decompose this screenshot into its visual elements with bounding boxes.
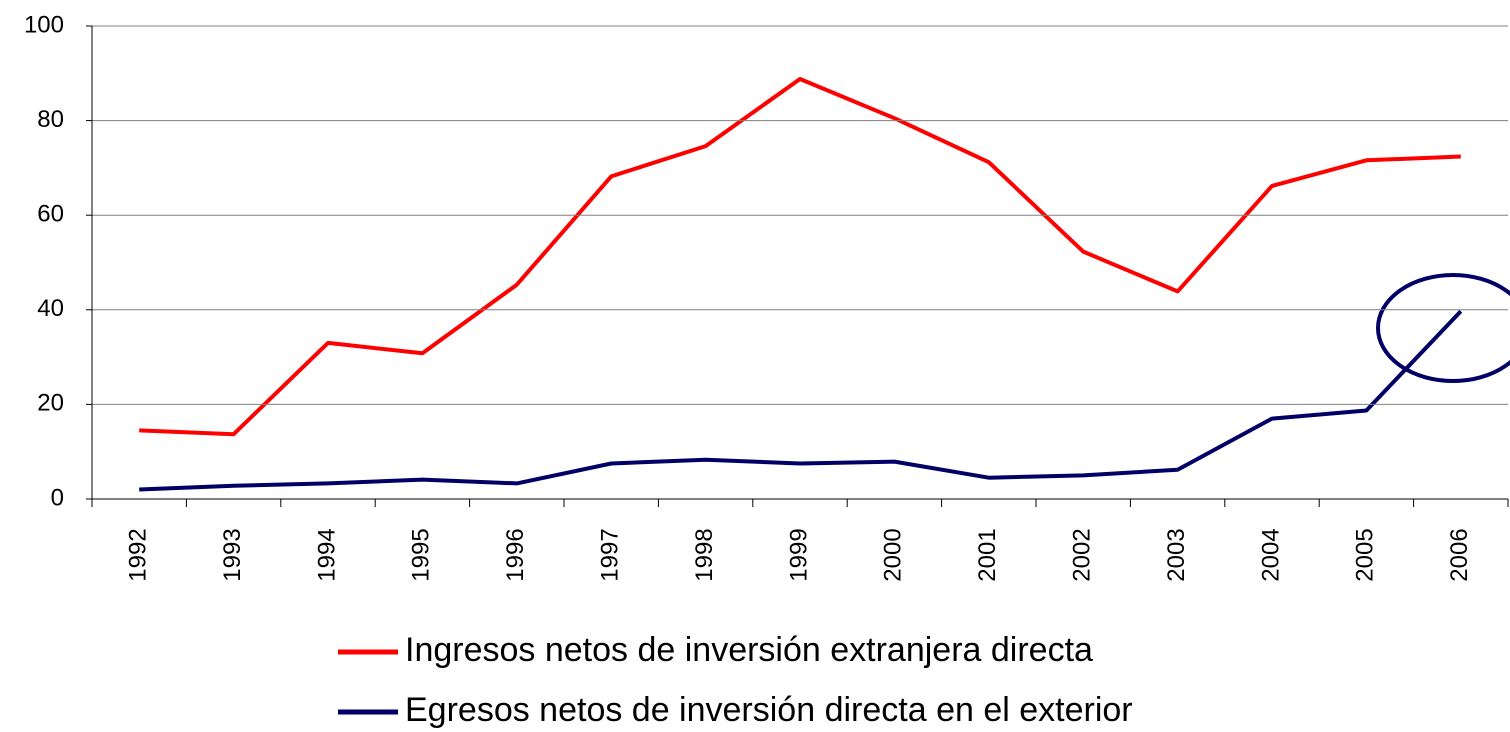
y-tick-label: 80 — [37, 106, 64, 133]
x-tick-label: 2002 — [1069, 528, 1096, 581]
x-tick-label: 1994 — [313, 528, 340, 581]
y-tick-label: 100 — [24, 11, 64, 38]
x-tick-label: 2006 — [1446, 528, 1473, 581]
x-tick-label: 1992 — [125, 528, 152, 581]
legend-label: Ingresos netos de inversión extranjera d… — [405, 631, 1093, 669]
y-tick-label: 20 — [37, 390, 64, 417]
highlight-ellipse — [1376, 273, 1510, 383]
y-tick-label: 60 — [37, 201, 64, 228]
legend-label: Egresos netos de inversión directa en el… — [405, 691, 1133, 729]
x-tick-label: 2004 — [1257, 528, 1284, 581]
x-tick-label: 1996 — [502, 528, 529, 581]
y-tick-label: 0 — [51, 484, 64, 511]
x-tick-label: 1995 — [408, 528, 435, 581]
x-tick-label: 1997 — [597, 528, 624, 581]
y-tick-label: 40 — [37, 295, 64, 322]
x-tick-label: 2003 — [1163, 528, 1190, 581]
x-tick-label: 1999 — [785, 528, 812, 581]
x-tick-label: 2005 — [1352, 528, 1379, 581]
x-tick-label: 1993 — [219, 528, 246, 581]
series-line — [139, 77, 1461, 437]
x-tick-label: 2000 — [880, 528, 907, 581]
x-tick-label: 2001 — [974, 528, 1001, 581]
series-line — [139, 309, 1463, 492]
x-tick-label: 1998 — [691, 528, 718, 581]
